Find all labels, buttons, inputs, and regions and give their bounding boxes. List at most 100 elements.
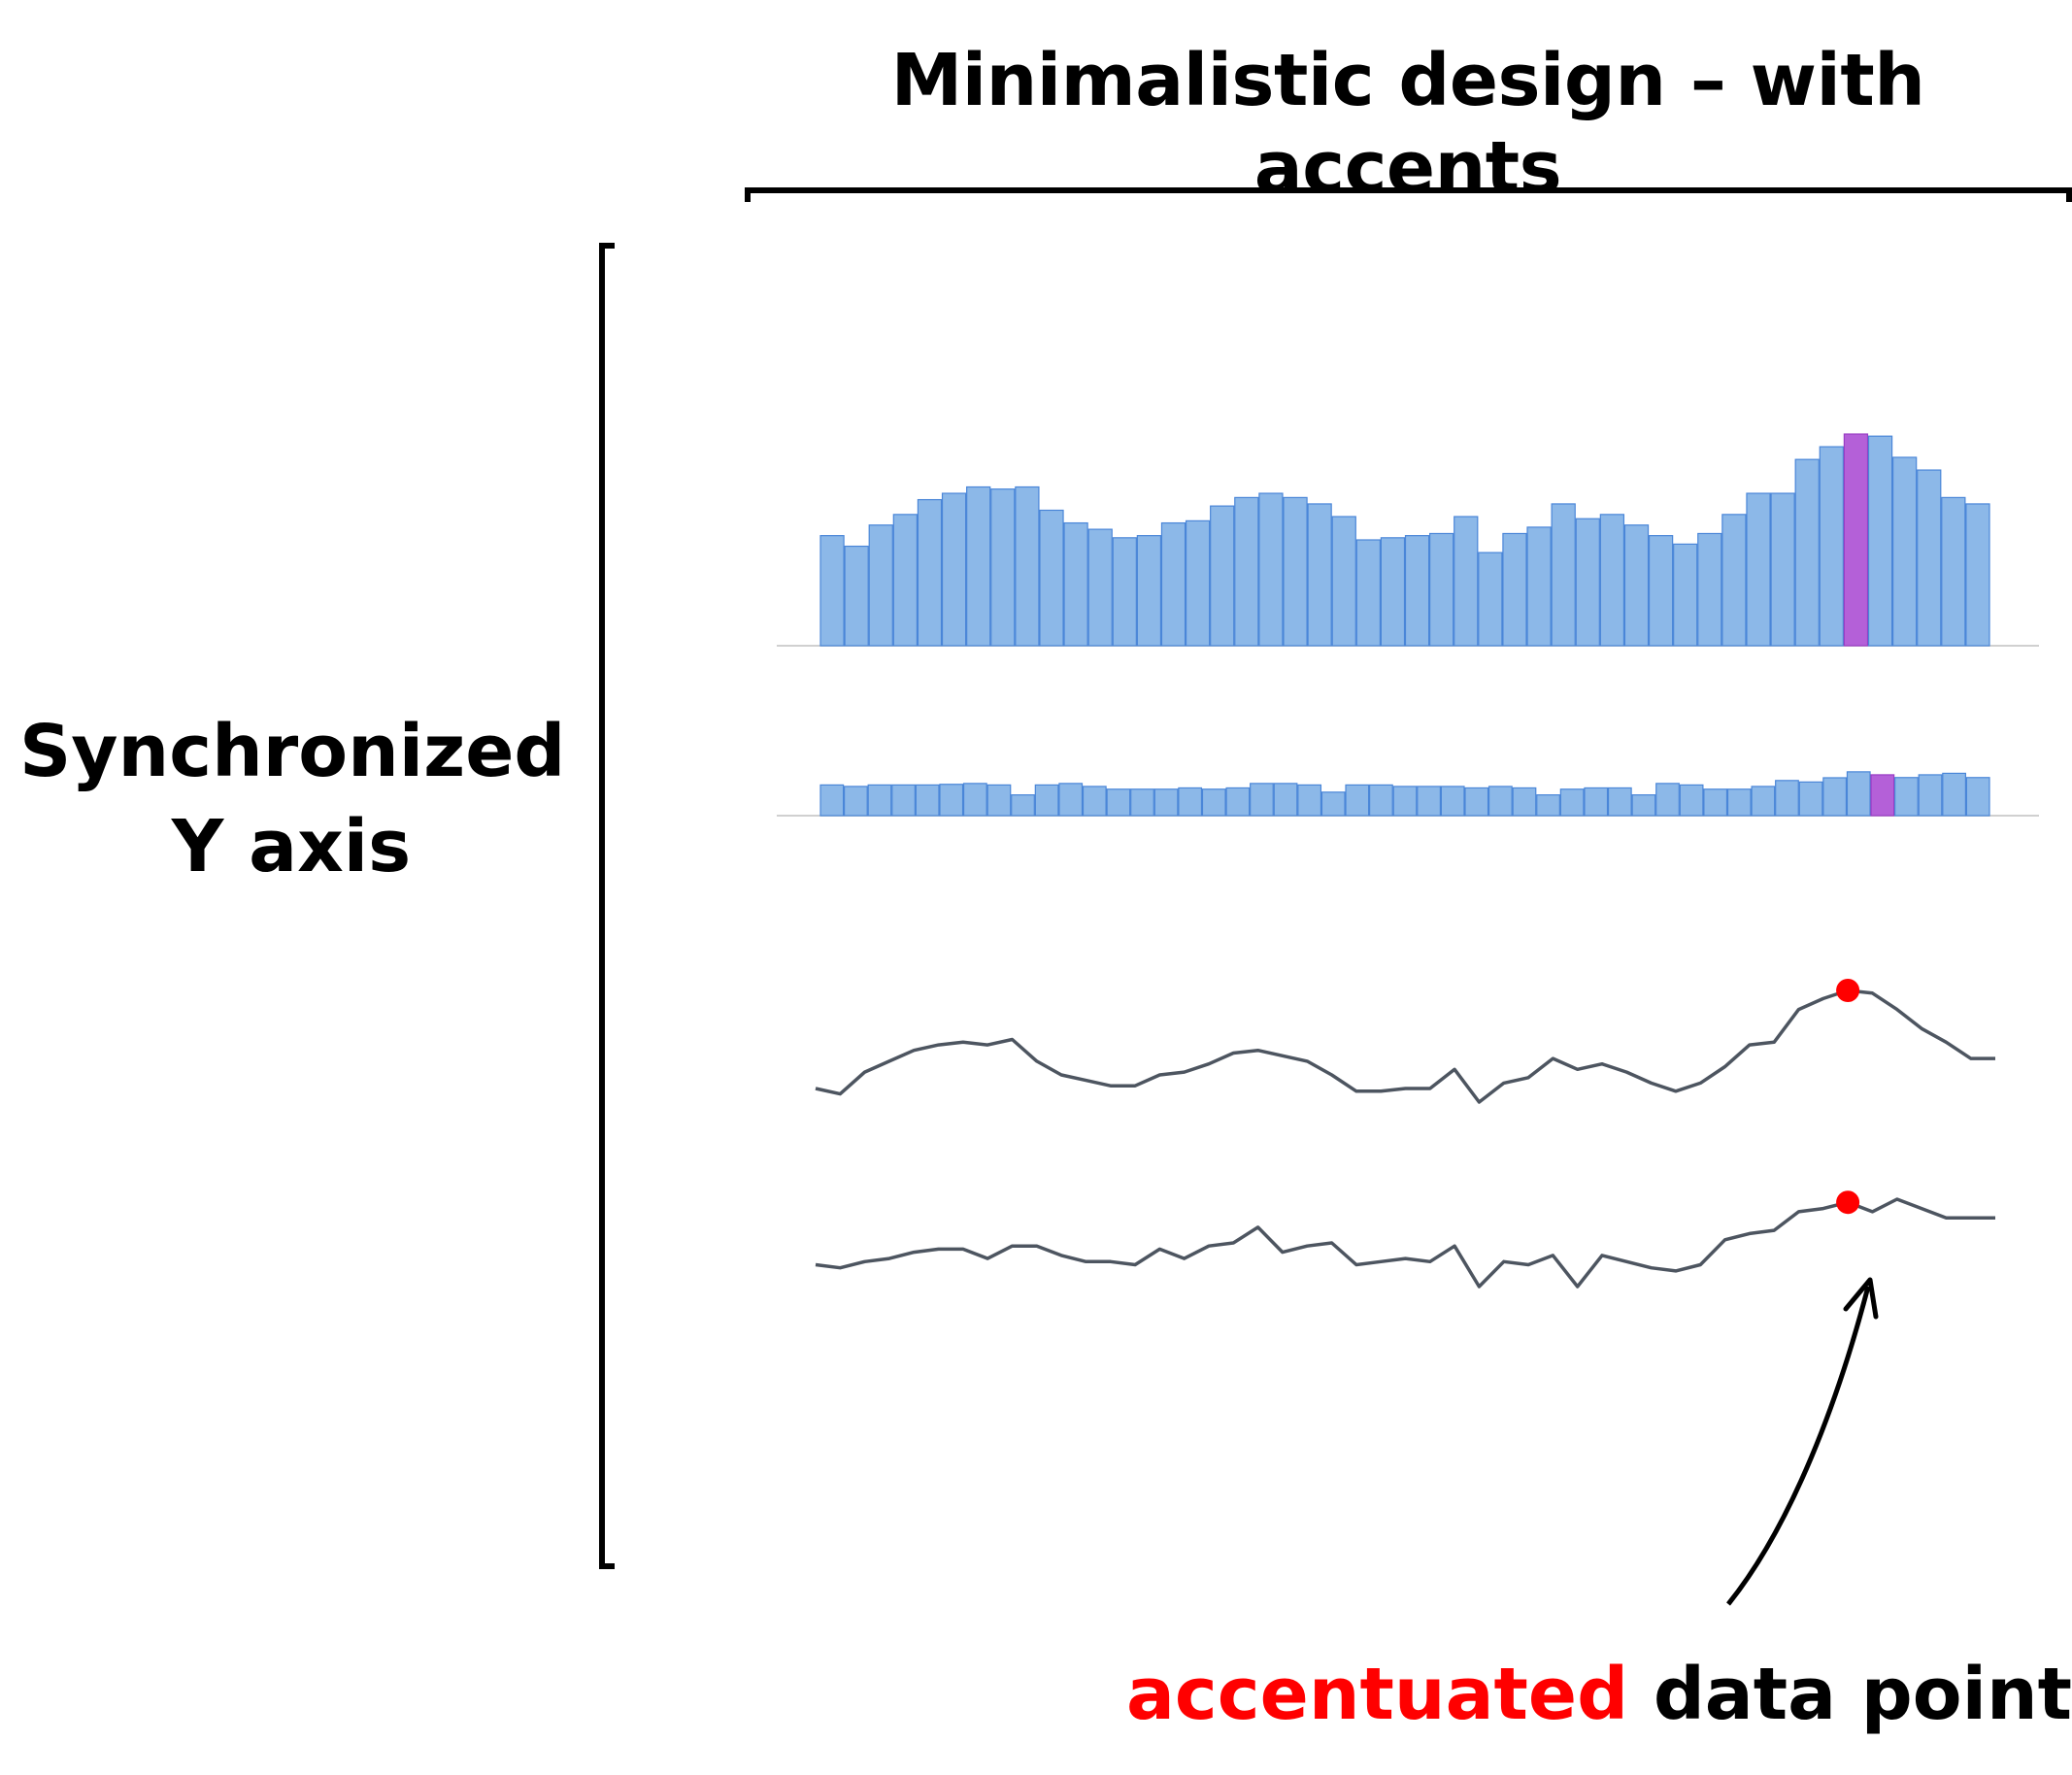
bar — [1454, 516, 1479, 647]
bar — [1258, 492, 1284, 647]
bar — [1891, 456, 1918, 647]
bar — [1034, 784, 1059, 817]
series-line-1 — [815, 988, 1995, 1104]
bar — [868, 524, 893, 647]
bar — [1512, 787, 1537, 817]
bar — [1822, 777, 1848, 817]
bar — [1559, 788, 1585, 817]
bar — [819, 784, 845, 817]
bar — [986, 784, 1012, 817]
bar — [1551, 503, 1576, 647]
bar — [843, 786, 868, 817]
bar — [1918, 774, 1943, 817]
bar — [1015, 486, 1040, 647]
bar — [1011, 794, 1035, 817]
bar — [1106, 788, 1131, 817]
bar — [1607, 787, 1632, 817]
bar — [1201, 788, 1226, 817]
bar — [1087, 528, 1113, 647]
bar — [1250, 783, 1274, 817]
bar — [1770, 492, 1795, 647]
callout-accent-word: accentuated — [1126, 1653, 1629, 1736]
bar — [1526, 526, 1552, 647]
bar — [1703, 788, 1728, 817]
bar — [1623, 524, 1650, 647]
bar — [1751, 786, 1776, 817]
bar — [1965, 503, 1990, 647]
bar — [1039, 509, 1064, 647]
bar — [1894, 777, 1919, 817]
bar — [962, 783, 987, 817]
bar — [1487, 786, 1513, 817]
bar — [1746, 492, 1771, 647]
bar — [1648, 535, 1674, 647]
bar — [1867, 435, 1893, 647]
bar — [1273, 783, 1298, 817]
bar — [1234, 496, 1259, 647]
bar — [1502, 532, 1527, 647]
bar — [1331, 516, 1356, 647]
callout-arrow — [1726, 1286, 1871, 1606]
bar — [1428, 532, 1454, 647]
bar — [1130, 788, 1154, 817]
bar — [891, 784, 916, 817]
bar — [1673, 543, 1698, 647]
bar — [1721, 514, 1747, 647]
bar — [1404, 535, 1430, 647]
bar — [1082, 786, 1107, 817]
bar — [1965, 777, 1990, 817]
bar — [1464, 787, 1489, 817]
bar — [867, 784, 892, 817]
bar — [1697, 532, 1722, 647]
bar — [1380, 537, 1406, 647]
bar — [1355, 539, 1381, 647]
accent-bar — [1870, 774, 1895, 817]
bar — [917, 498, 943, 647]
bar — [1136, 535, 1162, 647]
y-axis-note-line1: Synchronized — [19, 710, 566, 793]
bar — [1225, 787, 1251, 817]
bar — [1775, 780, 1799, 817]
series-line-2 — [815, 1197, 1995, 1289]
bar — [1798, 781, 1823, 817]
bar — [1297, 784, 1322, 817]
y-axis-note: Synchronized Y axis — [19, 704, 566, 894]
bar — [941, 492, 967, 647]
horizontal-bracket — [745, 187, 2072, 202]
y-axis-note-line2: Y axis — [171, 805, 412, 888]
bar — [1584, 787, 1609, 817]
bar — [1160, 521, 1186, 647]
bar — [1063, 521, 1088, 647]
bar — [1478, 552, 1503, 647]
bar — [1575, 518, 1600, 647]
bar — [1185, 519, 1211, 647]
bar — [819, 535, 845, 647]
bar — [1917, 469, 1942, 647]
callout-rest: data point — [1628, 1653, 2072, 1736]
bar — [1320, 791, 1346, 817]
bar — [1369, 784, 1393, 817]
bar — [1655, 783, 1680, 817]
bar — [1210, 505, 1235, 647]
bar — [1417, 786, 1441, 817]
bar — [1846, 771, 1871, 817]
bar — [844, 545, 869, 647]
bar — [1599, 514, 1625, 647]
bar — [1679, 784, 1704, 817]
vertical-bracket — [599, 243, 615, 1569]
bar — [915, 784, 940, 817]
bar — [1631, 794, 1656, 817]
callout-label: accentuated data point — [1126, 1651, 2072, 1738]
bar — [1112, 537, 1137, 647]
accent-point — [1836, 979, 1860, 1002]
bar — [1307, 503, 1332, 647]
chart-heading: Minimalistic design – with accents — [890, 39, 1925, 210]
bar — [1178, 787, 1203, 817]
bar — [1942, 772, 1967, 817]
bar — [1058, 783, 1084, 817]
bar — [1392, 786, 1418, 817]
chart-panels — [777, 433, 2039, 1289]
bar — [1345, 784, 1370, 817]
bar — [990, 488, 1016, 647]
